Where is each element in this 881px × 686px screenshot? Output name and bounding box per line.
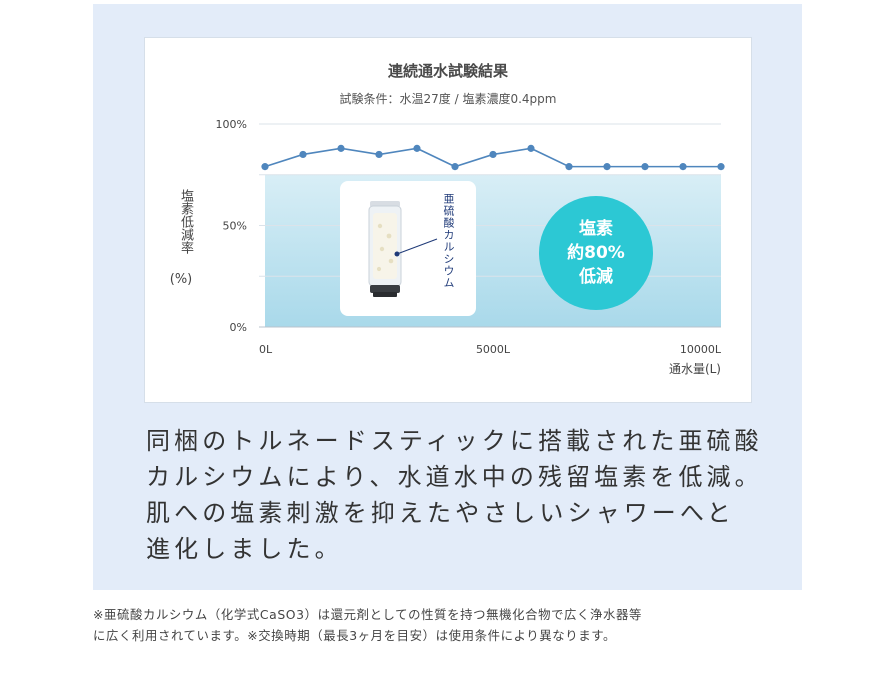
product-annotation: 亜硫酸カルシウム [442, 193, 455, 289]
chart-subtitle: 試験条件：水温27度 / 塩素濃度0.4ppm [339, 92, 557, 106]
reduction-badge: 塩素 約80% 低減 [539, 196, 653, 310]
data-point [413, 144, 421, 152]
badge-line-1: 塩素 [578, 219, 613, 239]
data-point [299, 150, 307, 159]
description-text: 同梱のトルネードスティックに搭載された亜硫酸 カルシウムにより、水道水中の残留塩… [146, 423, 763, 567]
data-point [679, 163, 687, 171]
x-tick-label: 0L [259, 343, 273, 356]
filter-product-image: 亜硫酸カルシウム [340, 181, 476, 316]
y-tick-label: 0% [230, 321, 247, 334]
data-point [261, 163, 269, 171]
x-axis-label: 通水量(L) [668, 362, 721, 376]
filter-cartridge-icon [368, 201, 438, 297]
data-point [527, 144, 535, 152]
footnote-line: ※亜硫酸カルシウム（化学式CaSO3）は還元剤としての性質を持つ無機化合物で広く… [93, 607, 642, 622]
badge-line-2: 約80% [567, 243, 625, 263]
footnote-line: に広く利用されています。※交換時期（最長3ヶ月を目安）は使用条件により異なります… [93, 628, 616, 643]
x-tick-label: 5000L [476, 343, 511, 356]
x-tick-label: 10000L [680, 343, 722, 356]
description-line: 同梱のトルネードスティックに搭載された亜硫酸 [146, 427, 763, 455]
data-point [641, 163, 649, 171]
y-tick-label: 50% [223, 220, 247, 233]
chart-title: 連続通水試験結果 [387, 62, 508, 80]
data-point [717, 163, 725, 171]
y-axis-unit: (%) [169, 272, 193, 287]
badge-line-3: 低減 [578, 267, 613, 287]
data-point [489, 150, 497, 159]
data-point [337, 144, 345, 152]
y-tick-label: 100% [216, 118, 247, 131]
data-point [451, 163, 459, 171]
data-point [375, 150, 383, 159]
footnote: ※亜硫酸カルシウム（化学式CaSO3）は還元剤としての性質を持つ無機化合物で広く… [93, 604, 813, 646]
description-line: 肌への塩素刺激を抑えたやさしいシャワーへと [146, 499, 735, 527]
data-point [565, 163, 573, 171]
y-axis-label: 塩素低減率 [178, 188, 193, 254]
description-line: 進化しました。 [146, 535, 343, 563]
chart-card: 0% 50% 100% 0L 5000L 10000L 連続通水試験結果 試験条件：水温2… [144, 37, 752, 403]
data-point [603, 163, 611, 171]
description-line: カルシウムにより、水道水中の残留塩素を低減。 [146, 463, 763, 491]
